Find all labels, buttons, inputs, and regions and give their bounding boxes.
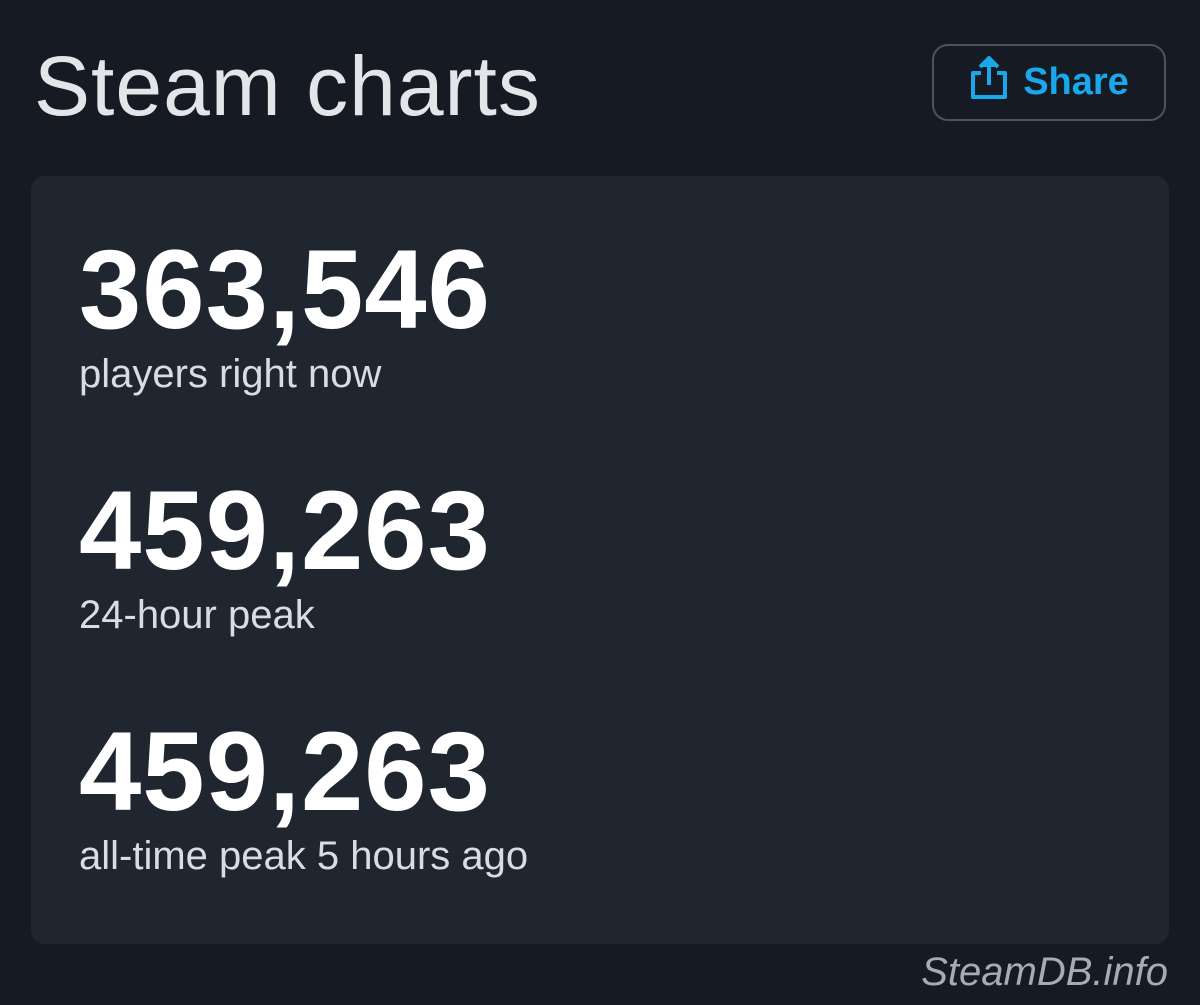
stat-current-players: 363,546 players right now bbox=[79, 234, 491, 398]
share-label: Share bbox=[1023, 61, 1129, 103]
stat-value: 459,263 bbox=[79, 709, 491, 834]
share-icon bbox=[969, 55, 1009, 111]
stat-all-time-peak: 459,263 all-time peak 5 hours ago bbox=[79, 716, 528, 880]
stat-label: 24-hour peak bbox=[79, 593, 315, 637]
stat-24h-peak: 459,263 24-hour peak bbox=[79, 475, 491, 639]
share-button[interactable]: Share bbox=[932, 44, 1166, 121]
stat-value: 459,263 bbox=[79, 468, 491, 593]
stat-value: 363,546 bbox=[79, 227, 491, 352]
stat-label: all-time peak 5 hours ago bbox=[79, 834, 529, 878]
stats-card: 363,546 players right now 459,263 24-hou… bbox=[31, 176, 1169, 944]
stat-label: players right now bbox=[79, 352, 382, 396]
source-watermark: SteamDB.info bbox=[921, 950, 1168, 994]
page-title: Steam charts bbox=[34, 39, 541, 133]
